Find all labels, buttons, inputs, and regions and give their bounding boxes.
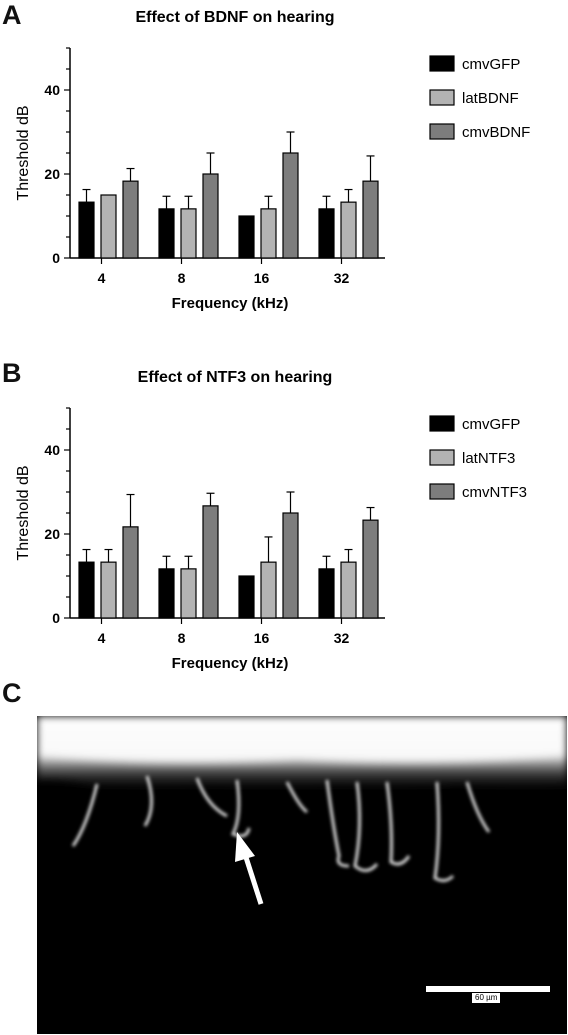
chart-title: Effect of NTF3 on hearing [138,369,333,386]
scale-label: 60 µm [472,993,501,1003]
x-tick-label: 16 [254,630,270,646]
x-tick-label: 8 [178,270,186,286]
bar-cmvGFP [158,568,175,619]
bar-latBDNF [100,194,117,259]
ntf3-bar-chart: Effect of NTF3 on hearing 0 20 40 Threshold … [15,369,527,672]
x-tick-label: 16 [254,270,270,286]
bar-cmvNTF3 [122,526,139,619]
legend-label: latBDNF [462,90,519,107]
bar-cmvBDNF [202,173,219,259]
bar-latNTF3 [260,561,277,619]
bar-cmvGFP [238,215,255,259]
bar-cmvGFP [78,201,95,259]
panel-letter-b: B [2,358,22,388]
bar-cmvNTF3 [282,512,299,619]
legend-swatch [429,415,455,432]
bar-latNTF3 [340,561,357,619]
x-tick-label: 32 [334,270,350,286]
bar-latNTF3 [180,568,197,619]
bar-cmvGFP [318,208,335,259]
bar-cmvBDNF [362,180,379,259]
arrow-icon [235,832,264,905]
y-tick-label: 40 [44,442,60,458]
x-axis-label: Frequency (kHz) [172,655,289,672]
legend-swatch [429,449,455,466]
panel-letter-c: C [2,678,22,708]
x-tick-label: 32 [334,630,350,646]
y-axis-label: Threshold dB [15,465,32,560]
fluorescence-micrograph: 60 µm [37,716,567,1034]
legend-swatch [429,55,455,72]
bar-cmvNTF3 [362,519,379,619]
x-axis-label: Frequency (kHz) [172,295,289,312]
bar-cmvBDNF [282,152,299,259]
bar-latNTF3 [100,561,117,619]
bar-cmvGFP [158,208,175,259]
legend-label: cmvNTF3 [462,484,527,501]
micrograph-image [37,716,567,1034]
y-tick-label: 40 [44,82,60,98]
y-tick-label: 0 [52,610,60,626]
bar-cmvGFP [78,561,95,619]
legend-label: cmvGFP [462,416,520,433]
legend-label: cmvGFP [462,56,520,73]
hair-cell-band [37,716,567,793]
y-tick-label: 20 [44,166,60,182]
scale-bar [426,986,550,992]
legend-label: cmvBDNF [462,124,530,141]
panel-letter-a: A [2,0,22,30]
y-tick-label: 20 [44,526,60,542]
bar-cmvBDNF [122,180,139,259]
x-tick-label: 8 [178,630,186,646]
bdnf-bar-chart: Effect of BDNF on hearing 0 20 40 Threshold … [15,9,530,312]
x-tick-label: 4 [98,630,106,646]
neurite-fibers [71,775,491,883]
bar-cmvGFP [318,568,335,619]
bar-latBDNF [180,208,197,259]
y-tick-label: 0 [52,250,60,266]
bar-latBDNF [260,208,277,259]
legend-swatch [429,123,455,140]
chart-title: Effect of BDNF on hearing [135,9,334,26]
bar-cmvNTF3 [202,505,219,619]
y-axis-label: Threshold dB [15,105,32,200]
bar-latBDNF [340,201,357,259]
legend-label: latNTF3 [462,450,515,467]
legend-swatch [429,483,455,500]
bar-cmvGFP [238,575,255,619]
legend-swatch [429,89,455,106]
x-tick-label: 4 [98,270,106,286]
